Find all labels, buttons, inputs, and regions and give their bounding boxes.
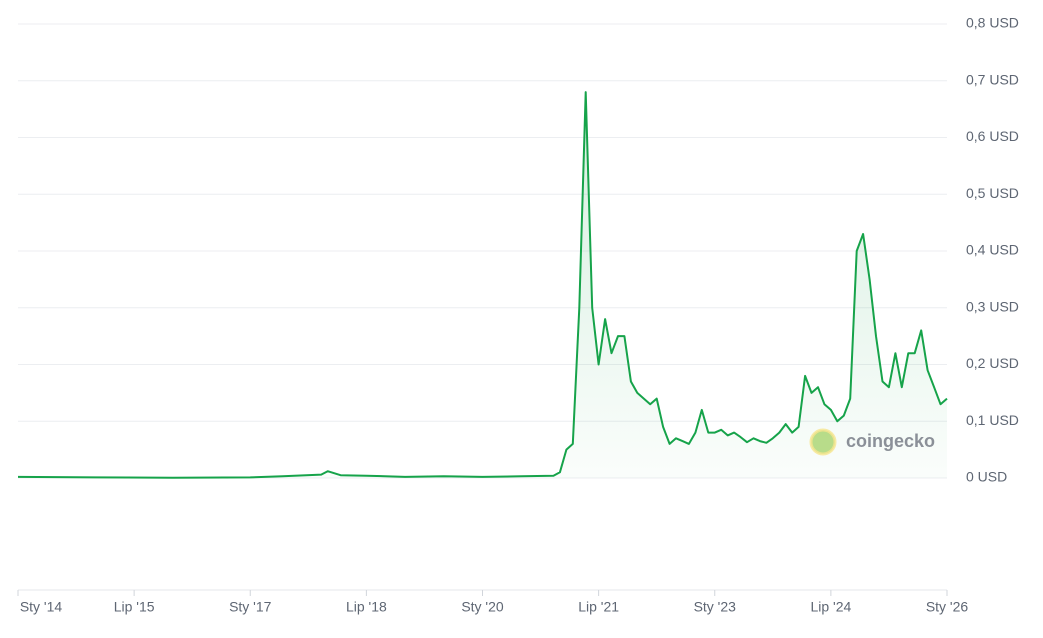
y-tick-label: 0,8 USD [966, 15, 1019, 31]
x-tick-label: Lip '15 [114, 599, 155, 615]
x-tick-label: Sty '20 [461, 599, 504, 615]
x-tick-label: Sty '17 [229, 599, 272, 615]
area [18, 92, 947, 478]
x-tick-label: Lip '24 [810, 599, 851, 615]
x-tick-label: Sty '26 [926, 599, 969, 615]
y-tick-label: 0,6 USD [966, 128, 1019, 144]
y-tick-label: 0,2 USD [966, 355, 1019, 371]
y-tick-label: 0,1 USD [966, 412, 1019, 428]
y-tick-label: 0,7 USD [966, 71, 1019, 87]
watermark: coingecko [809, 428, 935, 456]
x-tick-label: Sty '23 [694, 599, 737, 615]
x-tick-label: Sty '14 [20, 599, 63, 615]
y-tick-label: 0,5 USD [966, 185, 1019, 201]
y-tick-label: 0,3 USD [966, 298, 1019, 314]
price-line [17, 91, 948, 479]
watermark-text: coingecko [846, 431, 935, 451]
y-tick-label: 0,4 USD [966, 242, 1019, 258]
x-tick-label: Lip '21 [578, 599, 619, 615]
x-tick-label: Lip '18 [346, 599, 387, 615]
y-tick-label: 0 USD [966, 469, 1007, 485]
